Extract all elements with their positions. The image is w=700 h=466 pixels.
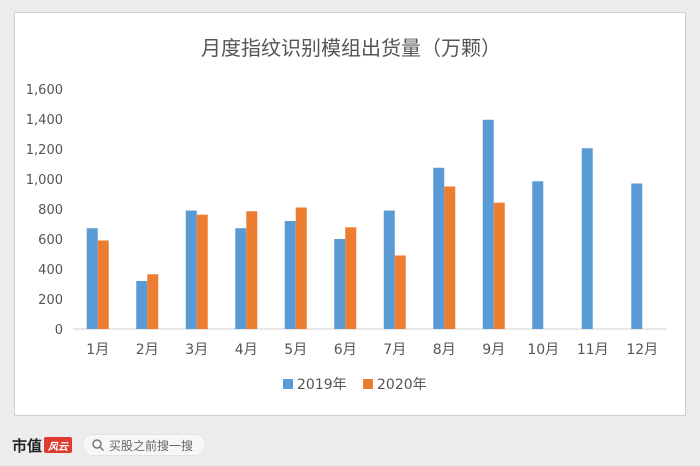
bar-2020年 bbox=[345, 227, 357, 329]
bar-2019年 bbox=[532, 181, 544, 329]
bar-2019年 bbox=[86, 228, 98, 329]
bar-2020年 bbox=[147, 274, 159, 329]
brand-text: 市值 bbox=[12, 436, 43, 455]
bar-2019年 bbox=[284, 221, 296, 329]
bar-2019年 bbox=[383, 210, 395, 329]
y-axis: 0 200 400 600 800 1,000 1,200 1,400 1,600 bbox=[26, 83, 63, 338]
y-tick-label: 800 bbox=[38, 203, 63, 218]
legend-swatch bbox=[363, 379, 373, 389]
y-tick-label: 0 bbox=[55, 323, 63, 338]
x-tick-label: 6月 bbox=[334, 342, 357, 358]
legend-swatch bbox=[283, 379, 293, 389]
brand-logo-mark: 风云 bbox=[44, 437, 73, 453]
y-tick-label: 400 bbox=[38, 263, 63, 278]
bar-2019年 bbox=[136, 281, 148, 329]
brand-logo[interactable]: 市值 风云 bbox=[12, 435, 73, 456]
legend: 2019年 2020年 bbox=[283, 377, 427, 393]
y-tick-label: 1,200 bbox=[26, 143, 63, 158]
x-tick-label: 3月 bbox=[185, 342, 208, 358]
x-tick-label: 8月 bbox=[433, 342, 456, 358]
legend-label: 2020年 bbox=[377, 377, 427, 393]
x-tick-label: 12月 bbox=[626, 342, 658, 358]
y-tick-label: 1,600 bbox=[26, 83, 63, 98]
chart-title: 月度指纹识别模组出货量（万颗） bbox=[201, 36, 501, 60]
bar-2019年 bbox=[581, 148, 593, 329]
bars bbox=[86, 119, 643, 329]
bar-2019年 bbox=[433, 167, 445, 329]
search-box[interactable]: 买股之前搜一搜 bbox=[82, 434, 207, 456]
bar-2020年 bbox=[196, 214, 208, 329]
bar-chart: 月度指纹识别模组出货量（万颗） 0 200 400 600 800 1,000 1,200 1… bbox=[26, 36, 667, 393]
x-axis: 1月 2月 3月 4月 5月 6月 7月 8月 9月 10月 11月 12月 bbox=[73, 328, 667, 358]
bar-2020年 bbox=[394, 255, 406, 329]
x-tick-label: 1月 bbox=[86, 342, 109, 358]
bar-2019年 bbox=[482, 119, 494, 329]
bar-2020年 bbox=[493, 202, 505, 329]
chart-card: 月度指纹识别模组出货量（万颗） 0 200 400 600 800 1,000 1,200 1… bbox=[14, 12, 686, 416]
bar-2019年 bbox=[334, 239, 346, 329]
y-tick-label: 200 bbox=[38, 293, 63, 308]
x-tick-label: 7月 bbox=[383, 342, 406, 358]
bar-2019年 bbox=[631, 183, 643, 329]
search-icon bbox=[92, 439, 105, 452]
y-tick-label: 1,400 bbox=[26, 113, 63, 128]
x-tick-label: 10月 bbox=[527, 342, 559, 358]
x-tick-label: 11月 bbox=[577, 342, 609, 358]
bar-2019年 bbox=[185, 210, 197, 329]
legend-label: 2019年 bbox=[297, 377, 347, 393]
x-tick-label: 4月 bbox=[235, 342, 258, 358]
bar-2020年 bbox=[97, 240, 109, 329]
y-tick-label: 1,000 bbox=[26, 173, 63, 188]
footer-bar: 市值 风云 买股之前搜一搜 bbox=[0, 424, 700, 466]
y-tick-label: 600 bbox=[38, 233, 63, 248]
bar-2020年 bbox=[444, 186, 456, 329]
bar-2019年 bbox=[235, 228, 247, 329]
x-tick-label: 9月 bbox=[482, 342, 505, 358]
bar-2020年 bbox=[246, 211, 258, 329]
bar-2020年 bbox=[295, 207, 307, 329]
x-tick-label: 5月 bbox=[284, 342, 307, 358]
search-placeholder: 买股之前搜一搜 bbox=[109, 438, 194, 453]
x-tick-label: 2月 bbox=[136, 342, 159, 358]
